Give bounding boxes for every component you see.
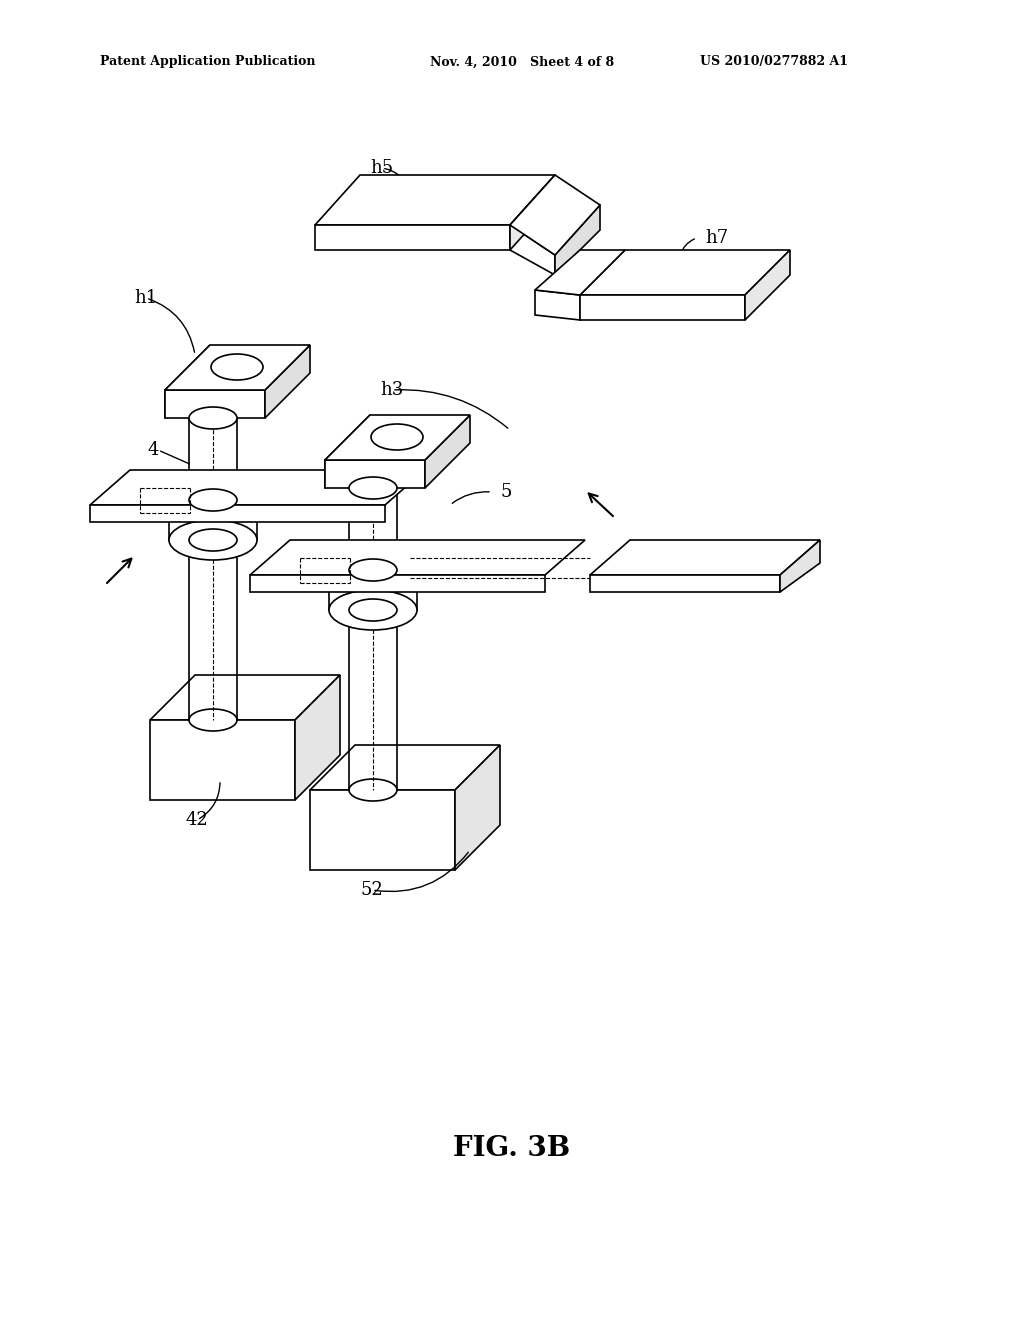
Polygon shape [325, 414, 370, 488]
Polygon shape [535, 249, 625, 294]
Ellipse shape [371, 424, 423, 450]
Ellipse shape [189, 709, 237, 731]
Ellipse shape [169, 520, 257, 560]
Text: h1: h1 [134, 289, 158, 308]
Polygon shape [165, 345, 310, 389]
Ellipse shape [349, 558, 397, 581]
Polygon shape [590, 540, 820, 576]
Text: 52: 52 [360, 880, 383, 899]
Text: 42: 42 [185, 810, 208, 829]
Polygon shape [90, 470, 425, 506]
Polygon shape [455, 744, 500, 870]
Text: US 2010/0277882 A1: US 2010/0277882 A1 [700, 55, 848, 69]
Polygon shape [250, 540, 585, 576]
Ellipse shape [349, 599, 397, 620]
Polygon shape [510, 176, 555, 249]
Text: Nov. 4, 2010   Sheet 4 of 8: Nov. 4, 2010 Sheet 4 of 8 [430, 55, 614, 69]
Polygon shape [310, 789, 455, 870]
Polygon shape [295, 675, 340, 800]
Text: FIG. 3B: FIG. 3B [454, 1134, 570, 1162]
Polygon shape [745, 249, 790, 319]
Polygon shape [510, 176, 600, 255]
Polygon shape [150, 675, 340, 719]
Polygon shape [265, 345, 310, 418]
Ellipse shape [349, 477, 397, 499]
Ellipse shape [189, 407, 237, 429]
Polygon shape [90, 506, 385, 521]
Ellipse shape [329, 590, 417, 630]
Polygon shape [555, 205, 600, 275]
Polygon shape [580, 249, 790, 294]
Text: h3: h3 [380, 381, 403, 399]
Ellipse shape [349, 779, 397, 801]
Text: 5: 5 [500, 483, 511, 502]
Ellipse shape [189, 529, 237, 550]
Polygon shape [780, 540, 820, 591]
Polygon shape [310, 744, 500, 789]
Polygon shape [590, 576, 780, 591]
Polygon shape [315, 176, 555, 224]
Polygon shape [165, 389, 265, 418]
Ellipse shape [169, 480, 257, 520]
Polygon shape [325, 414, 470, 459]
Ellipse shape [329, 550, 417, 590]
Polygon shape [425, 414, 470, 488]
Polygon shape [165, 345, 210, 418]
Text: h5: h5 [370, 158, 393, 177]
Polygon shape [510, 224, 555, 275]
Polygon shape [325, 459, 425, 488]
Text: h7: h7 [705, 228, 728, 247]
Polygon shape [580, 294, 745, 319]
Polygon shape [535, 290, 580, 319]
Polygon shape [250, 576, 545, 591]
Text: Patent Application Publication: Patent Application Publication [100, 55, 315, 69]
Polygon shape [150, 719, 295, 800]
Ellipse shape [189, 488, 237, 511]
Text: 4: 4 [148, 441, 160, 459]
Ellipse shape [211, 354, 263, 380]
Polygon shape [315, 224, 510, 249]
